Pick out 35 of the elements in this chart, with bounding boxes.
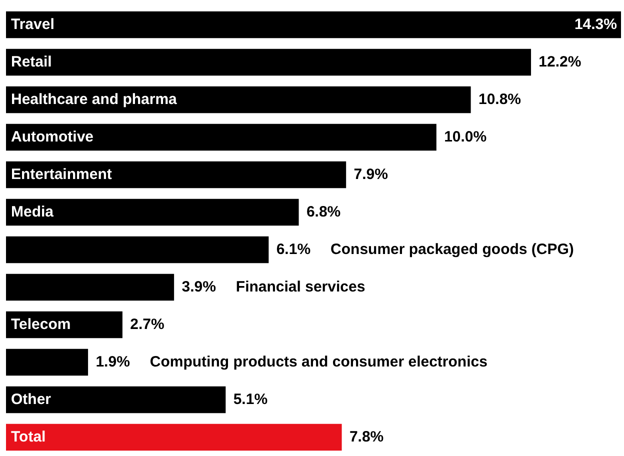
y-tick-label: Healthcare and pharma — [11, 90, 178, 108]
y-tick-label: Travel — [11, 16, 54, 33]
bar — [6, 274, 174, 301]
bar — [6, 11, 621, 38]
data-label: 6.8% — [306, 203, 341, 220]
y-tick-label: Media — [11, 203, 54, 220]
bar — [6, 236, 269, 264]
bar — [6, 124, 436, 151]
data-label: 5.1% — [233, 390, 268, 408]
y-tick-label: Telecom — [11, 316, 71, 333]
data-label: 12.2% — [538, 53, 582, 70]
data-label: 10.8% — [478, 90, 522, 108]
bar — [6, 161, 346, 188]
data-label: 14.3% — [574, 16, 617, 33]
data-label: 1.9% — [96, 353, 130, 370]
bar — [6, 424, 342, 451]
data-label: 7.9% — [354, 166, 388, 183]
y-tick-label: Retail — [11, 53, 52, 70]
data-label: 6.1% — [276, 240, 311, 258]
data-label: 10.0% — [444, 128, 487, 146]
bar — [6, 198, 299, 226]
y-tick-label: Computing products and consumer electronics — [150, 353, 488, 370]
data-label: 7.8% — [349, 428, 384, 446]
y-tick-label: Automotive — [11, 128, 94, 146]
bar — [6, 86, 471, 114]
y-tick-label: Entertainment — [11, 166, 112, 183]
bar — [6, 348, 88, 376]
y-tick-label: Total — [11, 428, 46, 446]
data-label: 2.7% — [130, 316, 164, 333]
bar — [6, 386, 226, 414]
bar — [6, 48, 532, 76]
y-tick-label: Financial services — [236, 278, 366, 296]
y-tick-label: Consumer packaged goods (CPG) — [330, 240, 574, 258]
data-label: 3.9% — [182, 278, 216, 296]
y-tick-label: Other — [11, 390, 52, 408]
